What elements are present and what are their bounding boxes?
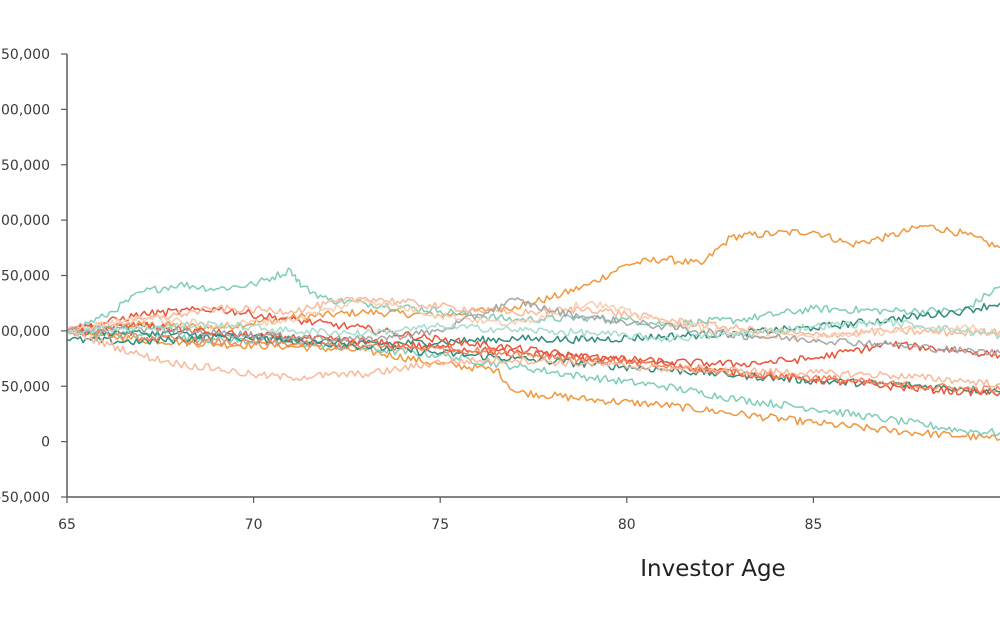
series-line-14 (66, 317, 1000, 343)
x-tick-label: 65 (58, 517, 76, 533)
series-line-4 (66, 328, 1000, 437)
y-tick-label: 300,000 (0, 102, 50, 118)
series-line-9 (66, 327, 1000, 394)
series-line-10 (66, 328, 1000, 388)
y-tick-label: 0 (41, 435, 50, 451)
y-tick-label: 250,000 (0, 158, 50, 174)
y-tick-label: 350,000 (0, 47, 50, 63)
y-tick-label: 150,000 (0, 269, 50, 285)
x-axis-ticks: 65 70 75 80 85 (58, 497, 822, 533)
series-layer (66, 224, 1000, 441)
y-tick-label: 200,000 (0, 213, 50, 229)
series-line-1 (66, 224, 1000, 333)
x-tick-label: 80 (618, 517, 636, 533)
x-axis-title: Investor Age (640, 556, 785, 582)
x-tick-label: 70 (245, 517, 263, 533)
y-tick-label: 50,000 (1, 379, 50, 395)
x-tick-label: 75 (431, 517, 449, 533)
x-tick-label: 85 (804, 517, 822, 533)
y-tick-label: -50,000 (0, 490, 50, 506)
y-tick-label: 100,000 (0, 324, 50, 340)
series-line-3 (66, 267, 1000, 333)
series-line-13 (66, 297, 1000, 356)
y-axis-ticks: 350,000 300,000 250,000 200,000 150,000 100,0… (0, 47, 67, 506)
